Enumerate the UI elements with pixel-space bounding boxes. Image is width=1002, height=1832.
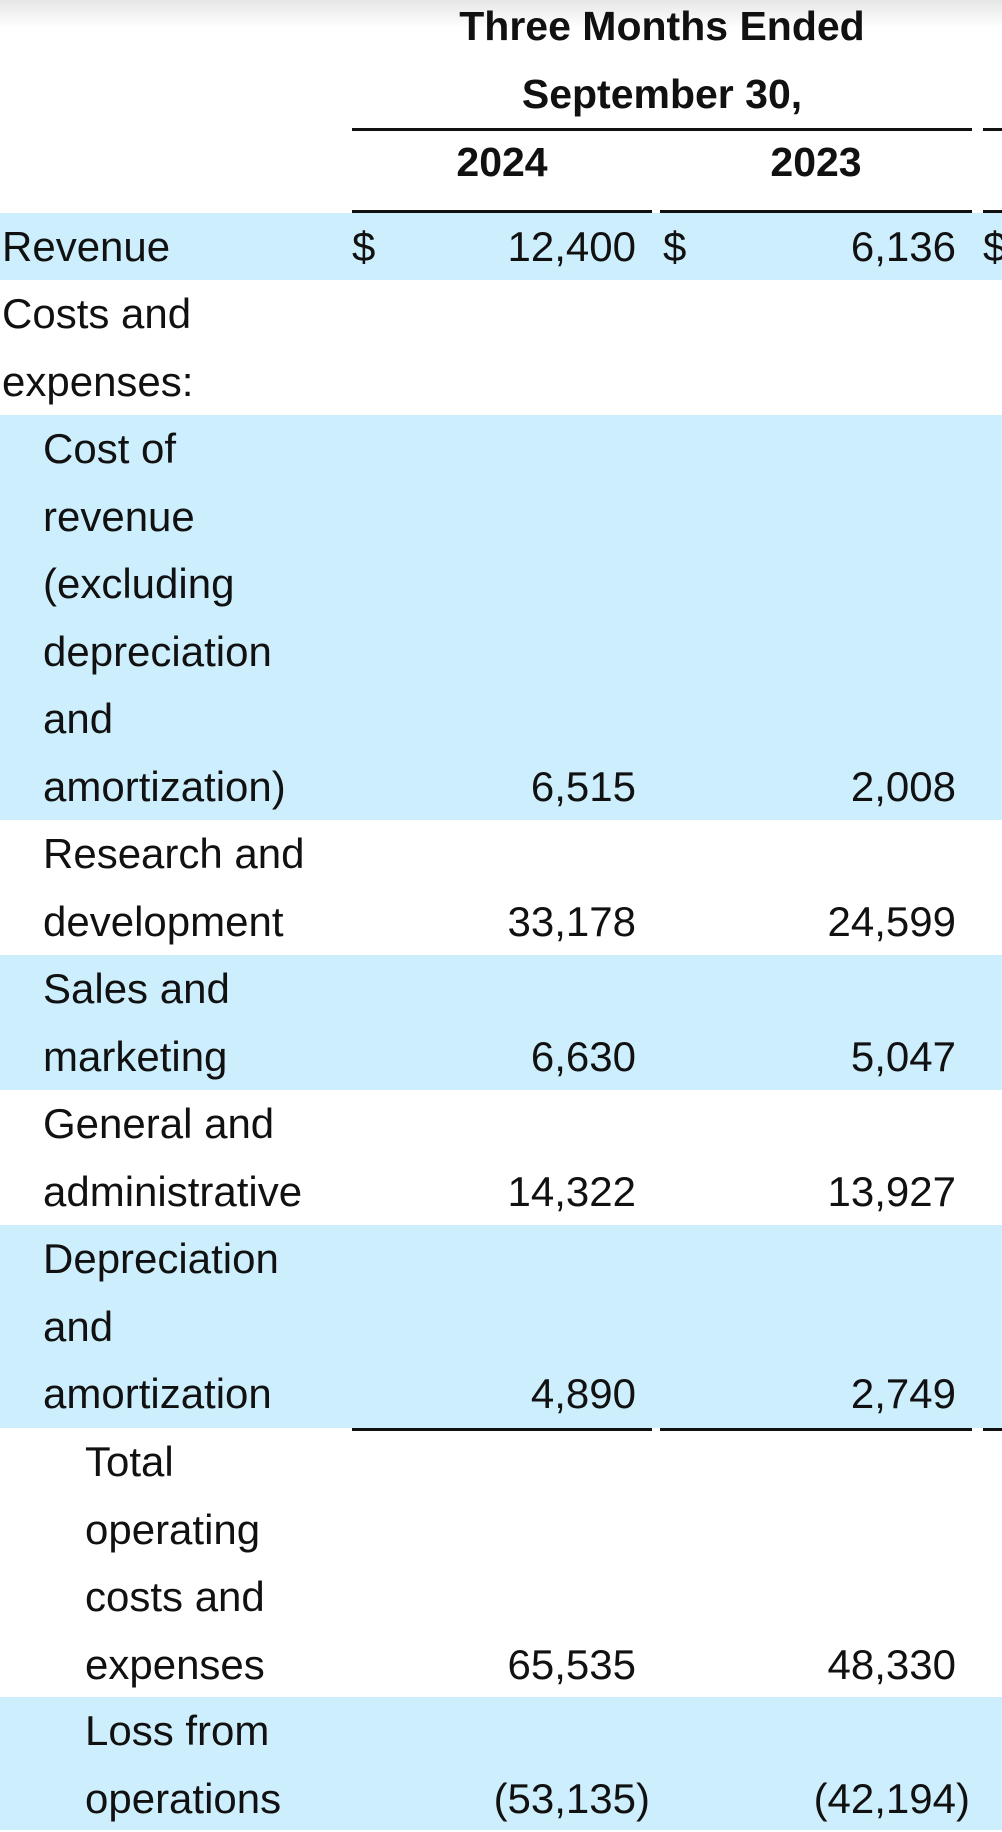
row-label: costs and bbox=[85, 1563, 265, 1631]
total-rule bbox=[660, 1428, 972, 1431]
value-2024: 4,890 bbox=[531, 1360, 636, 1428]
header-rule-extra bbox=[983, 128, 1002, 131]
currency-symbol: $ bbox=[663, 213, 686, 281]
period-heading-line1: Three Months Ended bbox=[352, 0, 972, 52]
row-label: operations bbox=[85, 1765, 281, 1832]
row-label: and bbox=[43, 685, 113, 753]
row-label: General and bbox=[43, 1090, 274, 1158]
row-label: marketing bbox=[43, 1023, 227, 1091]
row-label: expenses: bbox=[2, 348, 193, 416]
row-label: Total bbox=[85, 1428, 174, 1496]
row-label: amortization bbox=[43, 1360, 272, 1428]
header-rule bbox=[352, 128, 972, 131]
value-2024: 65,535 bbox=[508, 1631, 636, 1699]
value-2024: 6,515 bbox=[531, 753, 636, 821]
value-2023: 5,047 bbox=[851, 1023, 956, 1091]
total-rule bbox=[352, 1428, 652, 1431]
currency-symbol: $ bbox=[983, 213, 1002, 281]
row-label: revenue bbox=[43, 483, 195, 551]
value-2023: 48,330 bbox=[828, 1631, 956, 1699]
value-2023: (42,194) bbox=[814, 1765, 970, 1832]
year-2024-heading: 2024 bbox=[352, 136, 652, 188]
row-label: expenses bbox=[85, 1631, 265, 1699]
value-2024: (53,135) bbox=[494, 1765, 650, 1832]
row-label: Sales and bbox=[43, 955, 230, 1023]
value-2024: 33,178 bbox=[508, 888, 636, 956]
row-label: (excluding bbox=[43, 550, 234, 618]
row-label: amortization) bbox=[43, 753, 286, 821]
row-label: depreciation bbox=[43, 618, 272, 686]
row-label: Revenue bbox=[2, 213, 170, 281]
row-label: Research and bbox=[43, 820, 305, 888]
year-2023-heading: 2023 bbox=[660, 136, 972, 188]
value-2023: 13,927 bbox=[828, 1158, 956, 1226]
value-2024: 12,400 bbox=[508, 213, 636, 281]
value-2023: 2,008 bbox=[851, 753, 956, 821]
value-2024: 6,630 bbox=[531, 1023, 636, 1091]
period-heading-line2: September 30, bbox=[352, 68, 972, 120]
currency-symbol: $ bbox=[352, 213, 375, 281]
value-2023: 24,599 bbox=[828, 888, 956, 956]
value-2024: 14,322 bbox=[508, 1158, 636, 1226]
row-label: administrative bbox=[43, 1158, 302, 1226]
row-label: operating bbox=[85, 1496, 260, 1564]
value-2023: 6,136 bbox=[851, 213, 956, 281]
row-label: and bbox=[43, 1293, 113, 1361]
value-2023: 2,749 bbox=[851, 1360, 956, 1428]
total-rule bbox=[983, 1428, 1002, 1431]
row-label: Cost of bbox=[43, 415, 176, 483]
row-label: Depreciation bbox=[43, 1225, 279, 1293]
row-label: Costs and bbox=[2, 280, 191, 348]
row-label: Loss from bbox=[85, 1697, 269, 1765]
row-label: development bbox=[43, 888, 284, 956]
